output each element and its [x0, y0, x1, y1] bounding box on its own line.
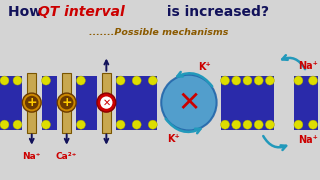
Bar [42, 76, 57, 130]
Text: ✕: ✕ [102, 98, 110, 108]
Circle shape [57, 93, 76, 112]
Bar [294, 76, 317, 130]
Bar [116, 76, 157, 130]
Bar [102, 73, 111, 133]
Text: Na⁺: Na⁺ [23, 152, 41, 161]
Circle shape [42, 76, 51, 85]
Text: K⁺: K⁺ [198, 62, 211, 72]
Circle shape [76, 120, 85, 129]
Text: ✕: ✕ [177, 89, 201, 117]
Circle shape [97, 93, 116, 112]
Circle shape [308, 76, 317, 85]
Text: How: How [8, 5, 47, 19]
Text: is increased?: is increased? [162, 5, 269, 19]
Text: QT interval: QT interval [38, 5, 124, 19]
Circle shape [25, 96, 38, 109]
Text: +: + [61, 96, 72, 109]
Circle shape [254, 120, 263, 129]
Circle shape [243, 76, 252, 85]
Text: .......Possible mechanisms: .......Possible mechanisms [89, 28, 228, 37]
Text: +: + [27, 96, 37, 109]
Circle shape [132, 76, 141, 85]
Circle shape [220, 120, 229, 129]
Circle shape [132, 120, 141, 129]
Circle shape [13, 120, 22, 129]
Circle shape [42, 120, 51, 129]
Circle shape [266, 120, 274, 129]
Bar [62, 73, 71, 133]
Bar [76, 76, 97, 130]
Circle shape [0, 120, 9, 129]
Circle shape [232, 120, 241, 129]
Circle shape [266, 76, 274, 85]
Circle shape [60, 96, 74, 109]
Circle shape [308, 120, 317, 129]
Text: Ca²⁺: Ca²⁺ [56, 152, 77, 161]
Text: K⁺: K⁺ [167, 134, 180, 143]
Circle shape [100, 96, 113, 109]
Circle shape [294, 120, 303, 129]
Circle shape [220, 76, 229, 85]
Circle shape [116, 120, 125, 129]
Circle shape [76, 76, 85, 85]
Bar [220, 76, 274, 130]
Circle shape [294, 76, 303, 85]
Circle shape [254, 76, 263, 85]
Bar [27, 73, 36, 133]
Text: Na⁺: Na⁺ [298, 135, 318, 145]
Circle shape [148, 120, 157, 129]
Circle shape [116, 76, 125, 85]
Circle shape [232, 76, 241, 85]
Circle shape [243, 120, 252, 129]
Circle shape [0, 76, 9, 85]
Circle shape [161, 75, 217, 130]
Circle shape [22, 93, 41, 112]
Text: Na⁺: Na⁺ [298, 61, 318, 71]
Circle shape [13, 76, 22, 85]
Circle shape [148, 76, 157, 85]
Bar [0, 76, 22, 130]
